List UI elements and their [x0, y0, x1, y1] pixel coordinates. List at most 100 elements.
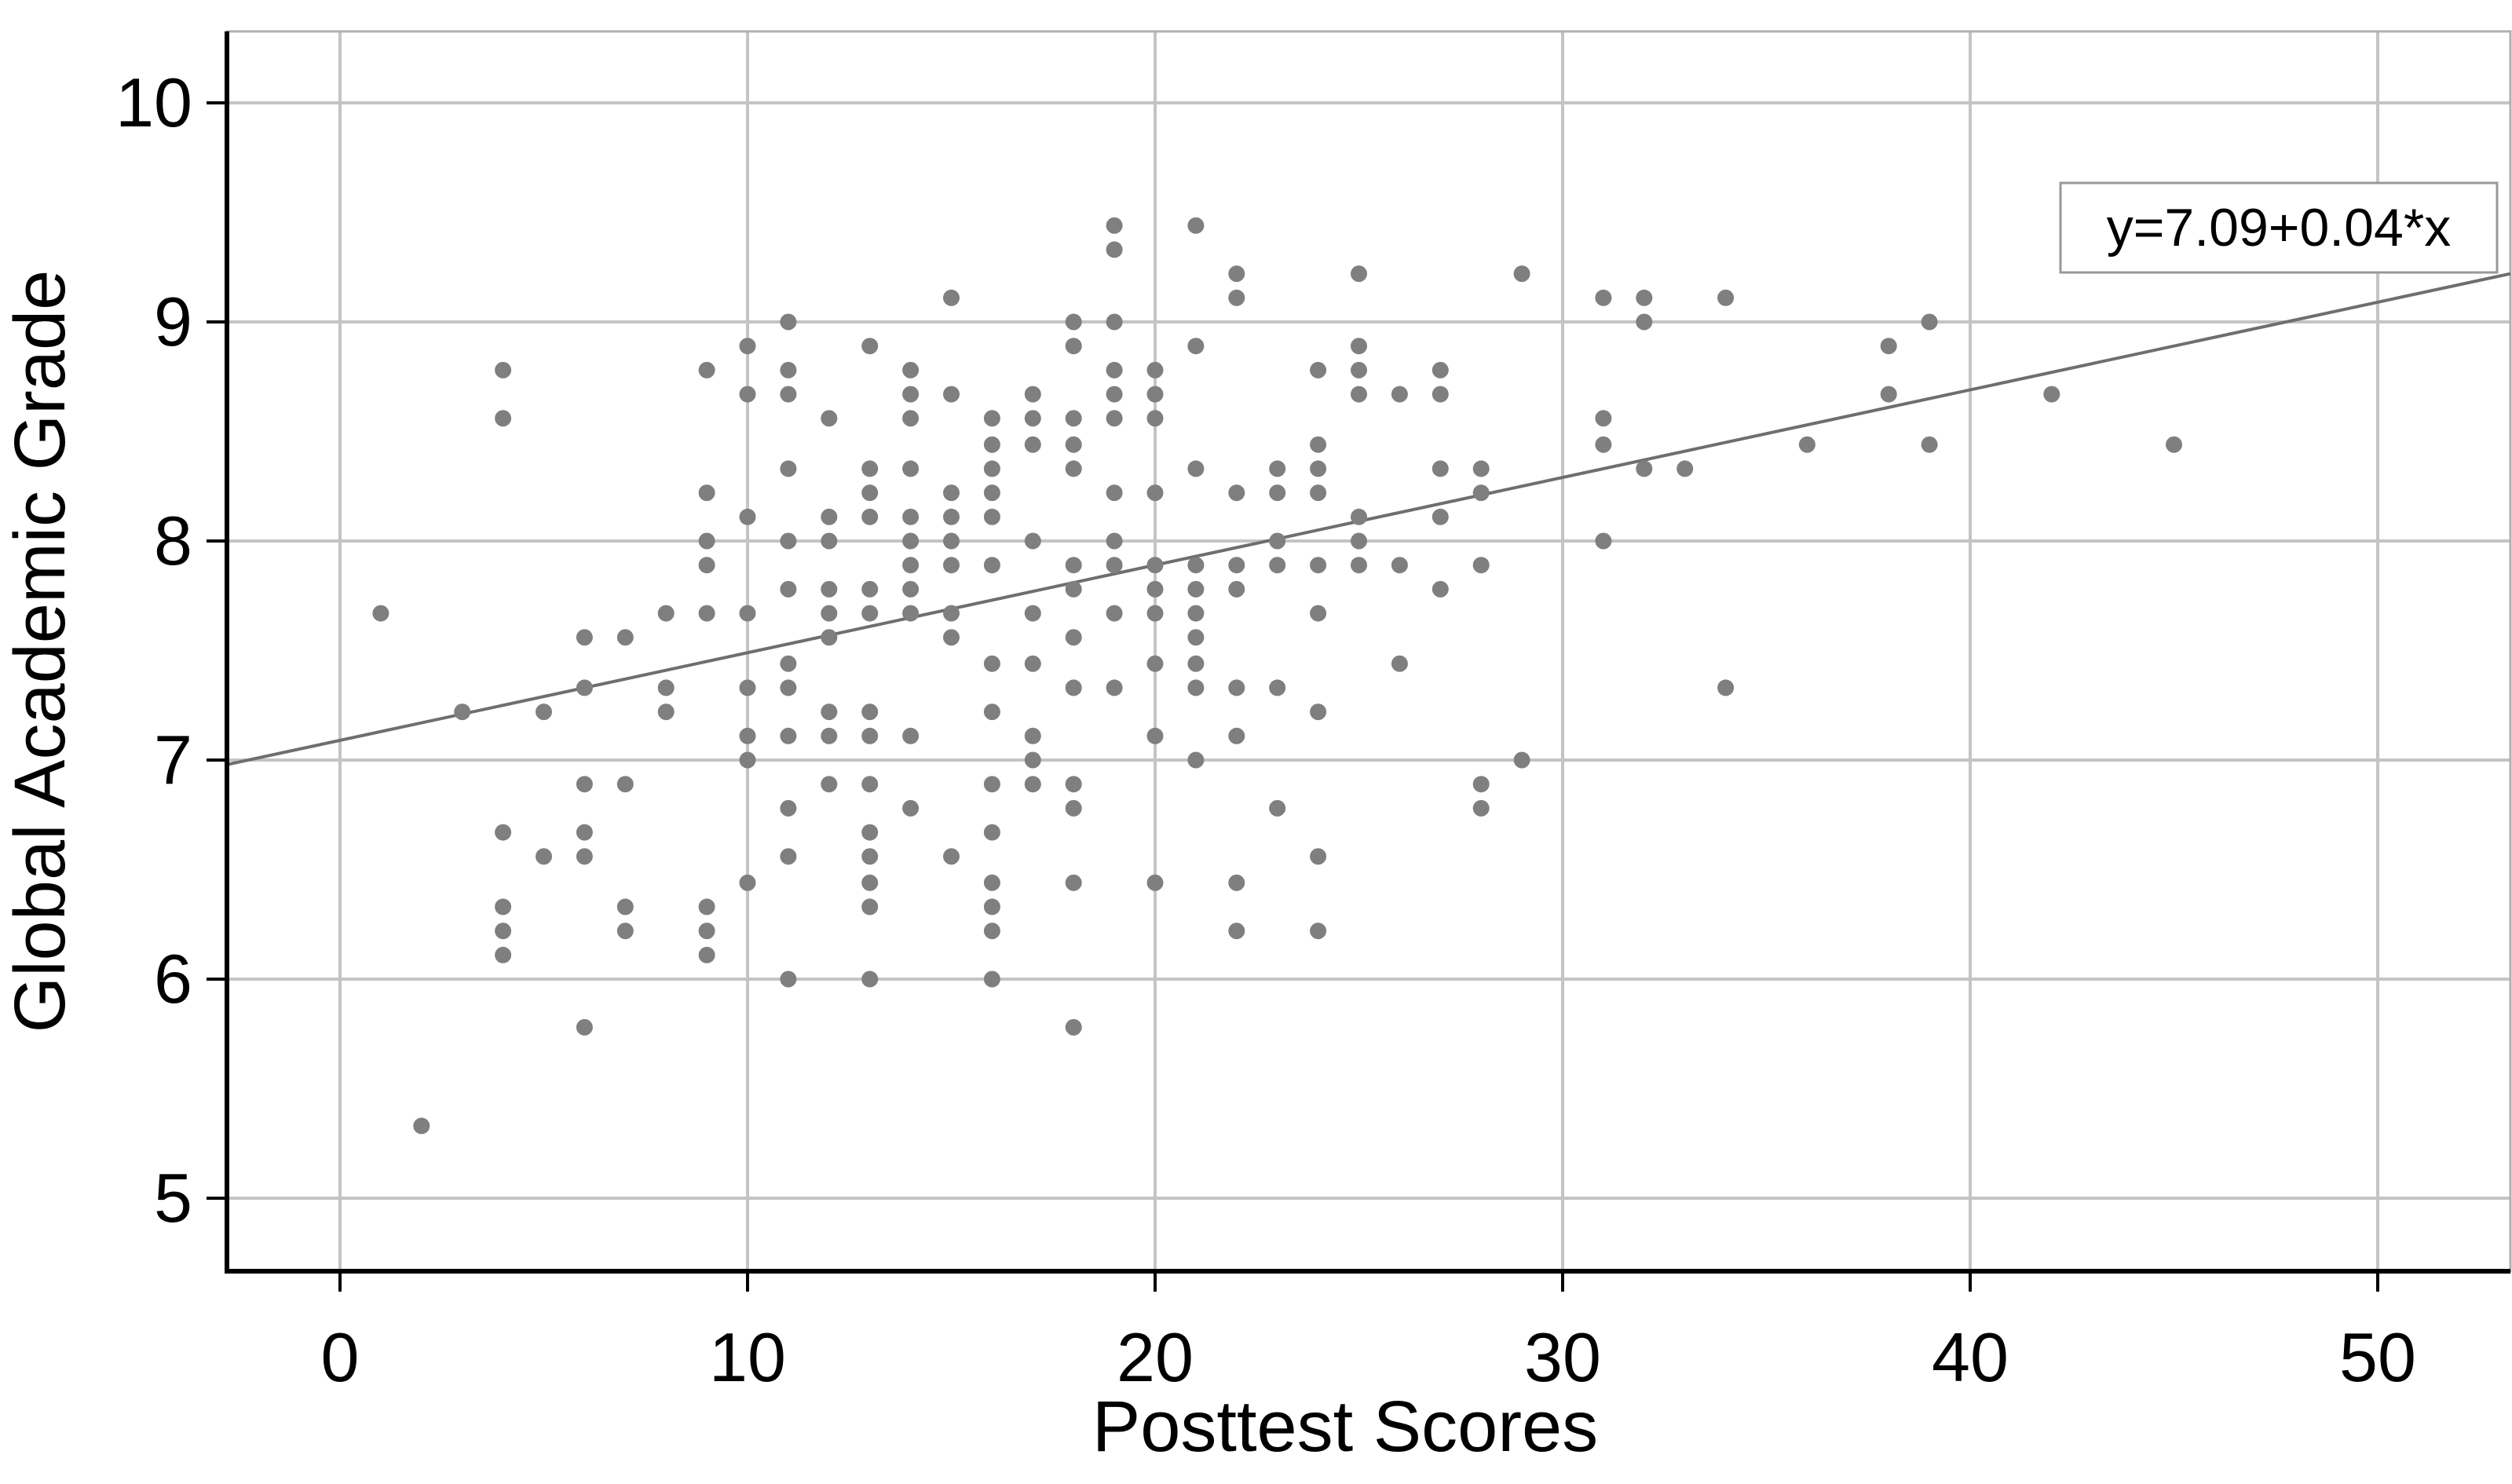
data-point: [1146, 727, 1164, 744]
data-point: [495, 361, 512, 378]
data-point: [1228, 923, 1245, 940]
data-point: [1351, 386, 1367, 403]
data-point: [1065, 436, 1082, 453]
data-point: [1351, 361, 1367, 378]
data-point: [1065, 629, 1082, 646]
data-point: [657, 704, 675, 721]
data-point: [983, 484, 1000, 502]
data-point: [1146, 874, 1164, 891]
data-point: [902, 386, 920, 403]
data-point: [1106, 313, 1123, 331]
data-point: [1024, 751, 1041, 769]
data-point: [1310, 923, 1327, 940]
data-point: [821, 605, 838, 622]
data-point: [1065, 1018, 1082, 1036]
data-point: [1187, 655, 1205, 672]
data-point: [902, 727, 920, 744]
data-point: [861, 898, 879, 916]
data-point: [576, 679, 593, 696]
data-point: [1024, 532, 1041, 550]
data-point: [943, 289, 960, 306]
data-point: [1187, 557, 1205, 574]
data-point: [698, 484, 715, 502]
data-point: [1391, 386, 1408, 403]
data-point: [1228, 874, 1245, 891]
data-point: [739, 874, 756, 891]
data-point: [1146, 557, 1164, 574]
regression-equation-label: y=7.09+0.04*x: [2107, 198, 2452, 258]
data-point: [1717, 289, 1735, 306]
data-point: [1106, 361, 1123, 378]
data-point: [1310, 848, 1327, 865]
data-point: [616, 898, 634, 916]
data-point: [698, 361, 715, 378]
data-point: [1065, 679, 1082, 696]
data-point: [1269, 557, 1286, 574]
data-point: [739, 727, 756, 744]
data-point: [821, 776, 838, 793]
y-tick-label: 6: [154, 940, 192, 1018]
data-point: [454, 704, 471, 721]
data-point: [983, 557, 1000, 574]
regression-equation-box: [2059, 181, 2499, 274]
data-point: [1880, 338, 1897, 355]
data-point: [1106, 386, 1123, 403]
data-point: [780, 386, 797, 403]
data-point: [1065, 460, 1082, 477]
data-point: [861, 776, 879, 793]
data-point: [1310, 704, 1327, 721]
data-point: [861, 338, 879, 355]
data-point: [983, 655, 1000, 672]
data-point: [861, 970, 879, 988]
data-point: [1106, 217, 1123, 234]
data-point: [1187, 751, 1205, 769]
data-point: [1187, 338, 1205, 355]
data-point: [1676, 460, 1694, 477]
data-point: [943, 386, 960, 403]
data-point: [1513, 751, 1530, 769]
x-tick-label: 10: [709, 1318, 786, 1396]
data-point: [616, 629, 634, 646]
y-tick-label: 5: [154, 1159, 192, 1237]
data-point: [943, 605, 960, 622]
x-tick-label: 30: [1524, 1318, 1601, 1396]
data-point: [861, 508, 879, 525]
data-point: [1880, 386, 1897, 403]
data-point: [698, 946, 715, 963]
data-point: [861, 460, 879, 477]
data-point: [739, 679, 756, 696]
data-point: [1921, 436, 1938, 453]
data-point: [495, 946, 512, 963]
data-point: [821, 410, 838, 427]
data-point: [943, 848, 960, 865]
data-point: [1432, 361, 1449, 378]
data-point: [1146, 655, 1164, 672]
data-point: [780, 361, 797, 378]
data-point: [1351, 338, 1367, 355]
data-point: [983, 874, 1000, 891]
y-tick-label: 8: [154, 502, 192, 579]
data-point: [983, 970, 1000, 988]
data-point: [902, 410, 920, 427]
data-point: [943, 532, 960, 550]
x-tick-label: 20: [1117, 1318, 1194, 1396]
data-point: [780, 532, 797, 550]
data-point: [1146, 605, 1164, 622]
data-point: [1921, 313, 1938, 331]
data-point: [1351, 508, 1367, 525]
data-point: [1310, 361, 1327, 378]
data-point: [983, 824, 1000, 841]
data-point: [1595, 436, 1612, 453]
x-axis-title: Posttest Scores: [1092, 1387, 1598, 1467]
data-point: [1269, 799, 1286, 817]
data-point: [1432, 580, 1449, 598]
data-point: [739, 751, 756, 769]
data-point: [698, 923, 715, 940]
data-point: [983, 776, 1000, 793]
data-point: [1595, 289, 1612, 306]
data-point: [576, 1018, 593, 1036]
data-point: [1106, 605, 1123, 622]
data-point: [698, 605, 715, 622]
data-point: [1106, 484, 1123, 502]
